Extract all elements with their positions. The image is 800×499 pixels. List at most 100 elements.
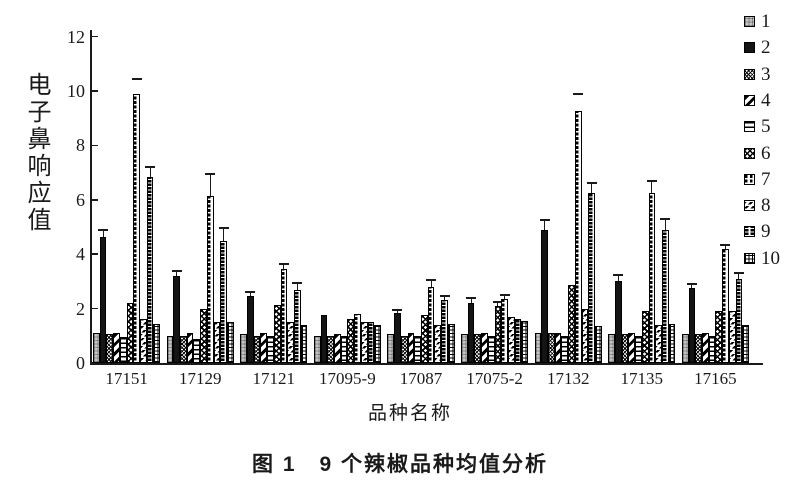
legend-swatch (744, 147, 755, 159)
bar (655, 324, 662, 363)
bar (327, 335, 334, 363)
error-bar-line (651, 180, 653, 193)
legend-swatch (744, 121, 755, 133)
bar (293, 289, 301, 363)
error-bar-cap (686, 283, 697, 286)
bar (561, 335, 569, 363)
error-bar-cap (278, 262, 289, 265)
bar (387, 334, 395, 363)
y-tick-label: 0 (76, 353, 85, 373)
error-bar-cap (499, 294, 510, 296)
x-tick-label: 17075-2 (466, 369, 523, 388)
bar (474, 334, 482, 363)
bar (574, 111, 582, 363)
bar (106, 334, 114, 363)
bar (414, 335, 421, 363)
error-bar-cap (171, 269, 182, 272)
error-bar-cap (646, 179, 657, 182)
error-bar-cap (145, 166, 156, 169)
y-tick (92, 199, 98, 201)
error-bar-line (691, 284, 693, 289)
legend-swatch (744, 252, 755, 264)
legend-swatch (744, 173, 755, 185)
error-bar-line (176, 270, 178, 276)
bar (441, 300, 448, 363)
error-bar-cap (131, 77, 142, 80)
bar (715, 311, 723, 363)
error-bar-cap (660, 217, 671, 220)
legend-label: 5 (761, 116, 771, 138)
error-bar-cap (98, 228, 109, 231)
legend-label: 9 (761, 221, 771, 243)
bar (133, 93, 141, 363)
error-bar-line (738, 273, 740, 279)
bar (701, 333, 709, 363)
error-bar-cap (720, 243, 731, 246)
bar (461, 334, 468, 363)
bar (548, 333, 555, 363)
error-bar-line (149, 167, 151, 177)
bar (541, 229, 549, 363)
bar (434, 324, 442, 363)
bar (554, 333, 562, 363)
bar (119, 337, 127, 363)
bar (280, 269, 288, 363)
y-tick (92, 90, 98, 92)
error-bar-cap (466, 296, 477, 299)
bar (213, 322, 221, 363)
bar (595, 326, 602, 363)
bar (421, 315, 428, 363)
bar (166, 335, 174, 363)
legend-label: 8 (761, 195, 771, 217)
x-tick-label: 17129 (178, 369, 222, 388)
bar (113, 333, 120, 363)
error-bar-line (209, 173, 211, 196)
y-tick (92, 35, 98, 38)
bar (300, 324, 308, 363)
error-bar-cap (426, 279, 437, 282)
bar (153, 323, 161, 363)
bar (333, 334, 341, 363)
error-bar-line (504, 295, 506, 300)
bar (735, 278, 743, 363)
bar (681, 334, 689, 363)
x-tick-label: 17087 (399, 369, 443, 388)
figure-caption: 图 1 9 个辣椒品种均值分析 (251, 453, 549, 476)
legend-label: 7 (761, 168, 771, 190)
bar (354, 314, 361, 363)
bar (206, 195, 214, 363)
bar (193, 338, 201, 363)
bar (427, 286, 435, 363)
x-axis-label: 品种名称 (367, 403, 452, 424)
error-bar-line (617, 274, 619, 282)
bar (467, 303, 475, 363)
bar (220, 240, 228, 363)
error-bar-cap (573, 92, 584, 95)
error-bar-line (223, 228, 225, 241)
legend-swatch (744, 200, 755, 212)
x-tick-label: 17151 (105, 369, 148, 388)
y-tick (92, 307, 98, 310)
bar (501, 299, 509, 363)
bar (240, 334, 247, 363)
legend-label: 10 (761, 247, 780, 269)
error-bar-cap (292, 281, 303, 284)
bar (708, 335, 716, 363)
bar (347, 319, 355, 363)
y-tick (92, 144, 98, 147)
bar (588, 193, 596, 363)
y-axis-line (90, 30, 92, 364)
bar (260, 333, 268, 363)
bar (407, 333, 415, 363)
error-bar-cap (205, 172, 216, 175)
error-bar-line (591, 183, 593, 193)
bar (360, 322, 368, 363)
bar (400, 335, 408, 363)
y-axis-label: 电子鼻响应值 (23, 72, 49, 234)
bar (581, 308, 589, 363)
bar (227, 322, 234, 363)
bar (722, 248, 729, 363)
x-tick-label: 17121 (252, 369, 296, 388)
legend-label: 1 (761, 11, 771, 32)
